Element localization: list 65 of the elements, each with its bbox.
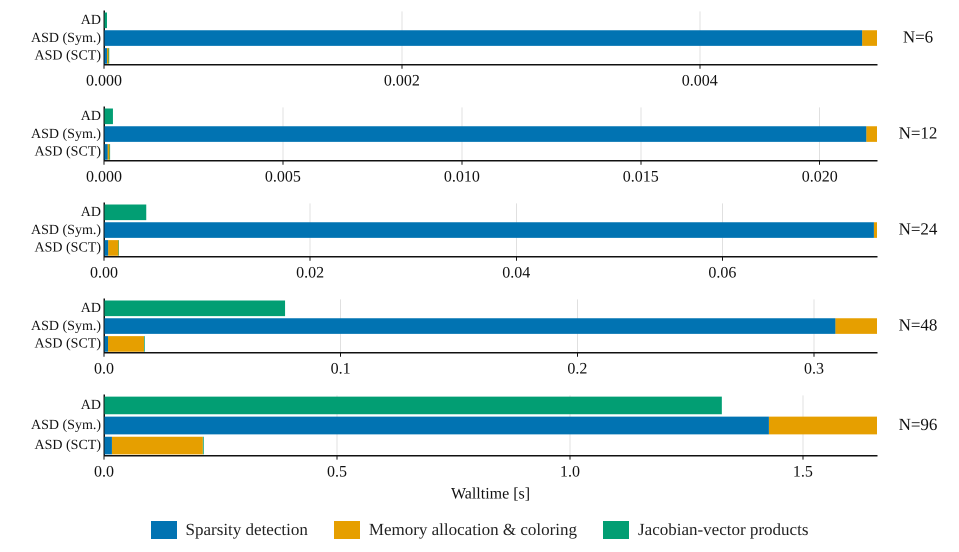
x-tick-label: 0.002 [384, 72, 420, 90]
y-tick-label: ASD (Sym.) [30, 318, 102, 334]
x-tick-label: 0.06 [708, 264, 736, 282]
y-tick-label: AD [80, 204, 101, 220]
y-tick-label: ASD (SCT) [34, 144, 102, 160]
x-tick-label: 0.0 [94, 360, 114, 378]
text: N=6 [902, 28, 934, 47]
y-tick-label: AD [80, 12, 101, 28]
x-tick-label: 0.000 [86, 72, 122, 90]
x-tick-label: 0.5 [326, 463, 347, 480]
bar [108, 240, 118, 256]
text: N=24 [898, 220, 938, 239]
x-tick-label: 0.005 [264, 168, 301, 186]
x-tick-label: 0.004 [682, 72, 718, 90]
legend-label: Jacobian-vector products [638, 520, 808, 540]
bar [835, 318, 877, 334]
y-tick-label: ASD (Sym.) [30, 418, 102, 434]
y-tick-label: ASD (SCT) [34, 240, 102, 256]
x-tick-label: 0.000 [86, 168, 122, 186]
bar [108, 336, 144, 352]
x-tick-label: 0.0 [94, 463, 114, 480]
text: N=96 [898, 414, 938, 434]
bar [104, 240, 108, 256]
bar [112, 436, 203, 454]
x-tick-label: 1.5 [792, 463, 813, 480]
legend-label: Sparsity detection [186, 520, 308, 540]
x-tick-label: 0.04 [502, 264, 530, 282]
bar [104, 204, 146, 220]
x-tick-label: 0.3 [804, 360, 824, 378]
x-tick-label: 0.2 [567, 360, 588, 378]
y-tick-label: AD [80, 398, 101, 414]
bar [104, 108, 113, 124]
y-tick-label: ASD (Sym.) [30, 222, 102, 238]
bar [862, 30, 877, 46]
text: N=12 [898, 124, 938, 143]
y-tick-label: ASD (SCT) [34, 438, 102, 454]
y-tick-label: AD [80, 108, 101, 124]
y-tick-label: AD [80, 300, 101, 316]
y-tick-label: ASD (SCT) [34, 336, 102, 352]
bar [104, 396, 722, 414]
bar [104, 222, 874, 238]
x-tick-label: 0.015 [622, 168, 659, 186]
y-tick-label: ASD (Sym.) [30, 126, 102, 142]
bar [104, 436, 112, 454]
bar [104, 300, 286, 316]
legend-label: Memory allocation & coloring [368, 520, 578, 540]
bar [104, 144, 108, 160]
x-tick-label: 0.1 [330, 360, 351, 378]
bar [104, 336, 108, 352]
x-tick-label: 0.010 [444, 168, 480, 186]
bar [104, 318, 836, 334]
y-tick-label: ASD (Sym.) [30, 30, 102, 46]
bar [104, 30, 862, 46]
x-tick-label: 1.0 [560, 463, 580, 480]
bar [874, 222, 877, 238]
text: N=48 [898, 316, 938, 335]
y-tick-label: ASD (SCT) [34, 48, 102, 64]
bar [104, 416, 769, 434]
x-tick-label: 0.00 [90, 264, 118, 282]
bar [104, 126, 866, 142]
x-tick-label: 0.02 [296, 264, 324, 282]
x-axis-title: Walltime [s] [450, 486, 530, 503]
bar [866, 126, 877, 142]
bar [768, 416, 877, 434]
x-tick-label: 0.020 [802, 168, 838, 186]
